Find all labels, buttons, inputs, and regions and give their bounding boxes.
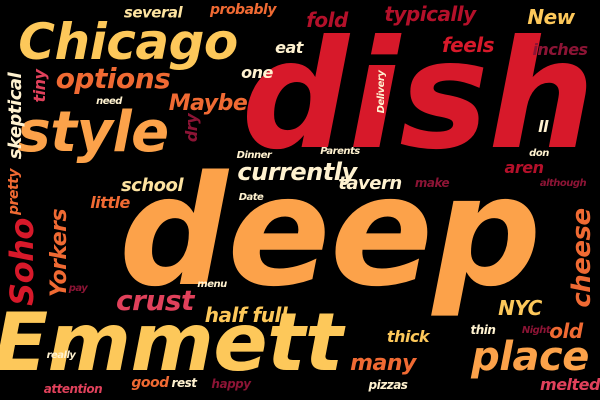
word-thin: thin <box>470 323 496 337</box>
word-dinner: Dinner <box>236 150 272 161</box>
word-feels: feels <box>441 33 495 57</box>
word-dish: dish <box>241 9 595 183</box>
word-menu: menu <box>197 279 227 290</box>
word-school: school <box>120 175 184 196</box>
word-although: although <box>539 178 587 189</box>
word-typically: typically <box>384 2 476 26</box>
word-thick: thick <box>386 327 430 346</box>
word-emmett: Emmett <box>0 296 343 389</box>
word-rest: rest <box>171 376 197 390</box>
word-melted: melted <box>540 375 600 394</box>
word-good: good <box>131 375 169 391</box>
word-old: old <box>549 319 583 343</box>
word-fold: fold <box>306 8 348 32</box>
word-maybe: Maybe <box>168 91 248 116</box>
word-attention: attention <box>43 382 103 396</box>
word-pizzas: pizzas <box>368 378 408 392</box>
word-eat: eat <box>275 38 303 57</box>
word-pretty: pretty <box>6 169 22 215</box>
word-delivery: Delivery <box>376 70 387 114</box>
word-nyc: NYC <box>498 296 542 320</box>
word-place: place <box>471 334 589 380</box>
word-pay: pay <box>68 283 88 294</box>
word-soho: Soho <box>3 218 41 306</box>
word-half-full: half full <box>204 303 288 327</box>
word-several: several <box>123 3 183 22</box>
word-little: little <box>90 193 130 212</box>
word-currently: currently <box>237 158 357 186</box>
word-probably: probably <box>210 2 276 18</box>
word-options: options <box>55 62 171 95</box>
word-tavern: tavern <box>338 173 402 194</box>
word-crust: crust <box>116 284 194 317</box>
word-date: Date <box>238 192 264 203</box>
word-happy: happy <box>211 377 251 391</box>
word-need: need <box>96 96 122 107</box>
word-skeptical: skeptical <box>5 72 26 160</box>
word-yorkers: Yorkers <box>47 208 72 298</box>
word-aren: aren <box>504 158 544 177</box>
word-tiny: tiny <box>30 69 49 103</box>
word-chicago: Chicago <box>18 13 238 71</box>
word-don: don <box>529 148 549 159</box>
word-inches: inches <box>532 40 588 59</box>
word-parents: Parents <box>320 146 360 157</box>
word-many: many <box>350 351 416 376</box>
word-one: one <box>241 63 273 82</box>
word-ll: ll <box>538 117 548 136</box>
word-night: Night <box>521 325 551 336</box>
word-style: style <box>17 100 169 165</box>
word-deep: deep <box>119 143 541 320</box>
word-dry: dry <box>182 113 201 143</box>
word-new: New <box>527 5 575 29</box>
word-cheese: cheese <box>567 208 597 308</box>
word-make: make <box>414 176 450 190</box>
word-really: really <box>46 350 76 361</box>
